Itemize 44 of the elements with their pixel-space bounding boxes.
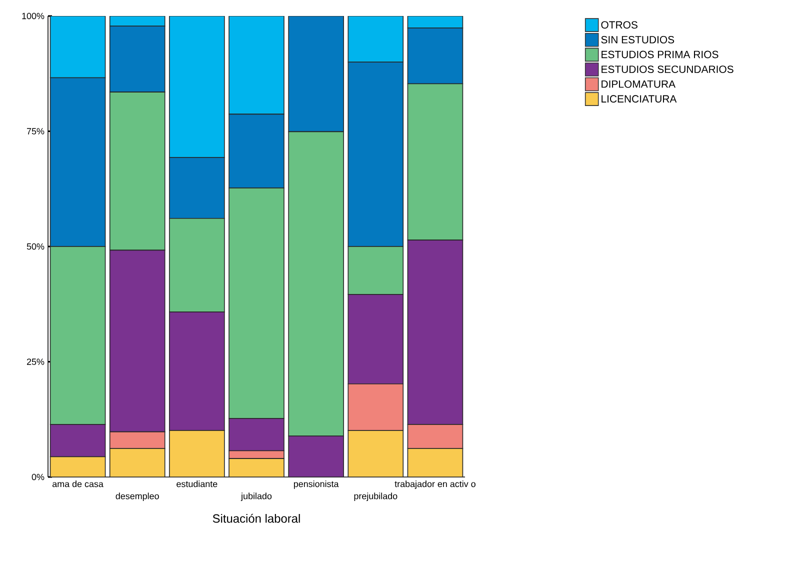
legend-label: OTROS — [601, 21, 638, 29]
y-tick-label: 75% — [26, 128, 44, 134]
legend-label: ESTUDIOS SECUNDARIOS — [602, 66, 734, 73]
bar — [169, 16, 225, 158]
bar — [50, 77, 106, 247]
bar — [288, 436, 344, 477]
bar — [169, 312, 225, 431]
bar — [228, 114, 284, 188]
bar — [348, 62, 404, 247]
x-tick-label: desempleo — [116, 492, 159, 502]
bar — [348, 430, 404, 477]
x-tick-label: pensionista — [294, 480, 339, 489]
bar — [109, 448, 166, 477]
bar — [50, 456, 106, 477]
bar — [407, 240, 464, 425]
bar — [50, 16, 106, 78]
x-tick-label: prejubilado — [354, 492, 398, 502]
bar — [348, 294, 404, 384]
x-tick-label: jubilado — [240, 492, 272, 502]
y-tick-label: 25% — [26, 358, 44, 365]
bar — [228, 418, 284, 452]
legend-label: SIN ESTUDIOS — [601, 36, 674, 44]
bar — [228, 16, 284, 115]
x-tick-label: estudiante — [176, 480, 218, 488]
bar — [50, 424, 106, 458]
bar — [109, 26, 166, 92]
legend-label: ESTUDIOS PRIMA RIOS — [602, 50, 718, 58]
bar — [407, 448, 464, 477]
y-tick-label: 50% — [26, 243, 44, 250]
bar — [288, 16, 344, 132]
x-tick-label: ama de casa — [52, 480, 104, 488]
bar — [228, 458, 284, 477]
x-axis-title: Situación laboral — [212, 514, 300, 523]
bar — [407, 16, 464, 28]
bar — [348, 16, 404, 62]
y-tick-label: 100% — [22, 12, 44, 20]
y-tick-label: 0% — [32, 474, 44, 480]
bar — [169, 430, 225, 477]
legend-label: LICENCIATURA — [602, 95, 677, 103]
bar — [407, 28, 464, 84]
bar — [169, 157, 225, 219]
bar — [109, 250, 166, 432]
x-tick-label: trabajador en activ o — [394, 480, 476, 489]
legend-label: DIPLOMATURA — [602, 80, 676, 88]
